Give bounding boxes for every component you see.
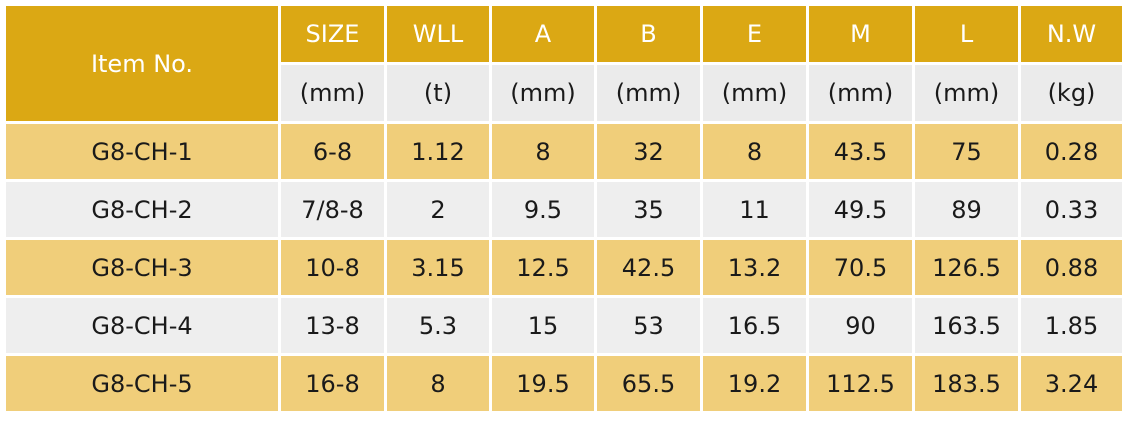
spec-table-container: Item No. SIZE WLL A B E M L N.W (mm) (t)… — [6, 6, 1122, 411]
wll-cell: 3.15 — [387, 240, 489, 295]
b-cell: 53 — [597, 298, 700, 353]
size-cell: 6-8 — [281, 124, 384, 179]
table-row: G8-CH-3 10-8 3.15 12.5 42.5 13.2 70.5 12… — [6, 240, 1122, 295]
nw-cell: 1.85 — [1021, 298, 1122, 353]
e-cell: 19.2 — [703, 356, 806, 411]
a-cell: 9.5 — [492, 182, 594, 237]
col-header-wll: WLL — [387, 6, 489, 62]
col-header-b: B — [597, 6, 700, 62]
nw-cell: 0.88 — [1021, 240, 1122, 295]
a-cell: 19.5 — [492, 356, 594, 411]
m-cell: 70.5 — [809, 240, 912, 295]
e-cell: 8 — [703, 124, 806, 179]
a-cell: 15 — [492, 298, 594, 353]
table-row: G8-CH-1 6-8 1.12 8 32 8 43.5 75 0.28 — [6, 124, 1122, 179]
col-header-a: A — [492, 6, 594, 62]
unit-b: (mm) — [597, 65, 700, 121]
col-header-size: SIZE — [281, 6, 384, 62]
table-row: G8-CH-2 7/8-8 2 9.5 35 11 49.5 89 0.33 — [6, 182, 1122, 237]
l-cell: 89 — [915, 182, 1018, 237]
spec-table: Item No. SIZE WLL A B E M L N.W (mm) (t)… — [3, 3, 1125, 414]
b-cell: 42.5 — [597, 240, 700, 295]
b-cell: 65.5 — [597, 356, 700, 411]
e-cell: 13.2 — [703, 240, 806, 295]
nw-cell: 0.28 — [1021, 124, 1122, 179]
wll-cell: 2 — [387, 182, 489, 237]
col-header-l: L — [915, 6, 1018, 62]
item-no-cell: G8-CH-3 — [6, 240, 278, 295]
table-row: G8-CH-5 16-8 8 19.5 65.5 19.2 112.5 183.… — [6, 356, 1122, 411]
item-no-cell: G8-CH-4 — [6, 298, 278, 353]
l-cell: 183.5 — [915, 356, 1018, 411]
item-no-header: Item No. — [6, 6, 278, 121]
l-cell: 163.5 — [915, 298, 1018, 353]
b-cell: 32 — [597, 124, 700, 179]
a-cell: 8 — [492, 124, 594, 179]
a-cell: 12.5 — [492, 240, 594, 295]
col-header-e: E — [703, 6, 806, 62]
col-header-m: M — [809, 6, 912, 62]
table-row: G8-CH-4 13-8 5.3 15 53 16.5 90 163.5 1.8… — [6, 298, 1122, 353]
unit-l: (mm) — [915, 65, 1018, 121]
col-header-nw: N.W — [1021, 6, 1122, 62]
size-cell: 7/8-8 — [281, 182, 384, 237]
nw-cell: 3.24 — [1021, 356, 1122, 411]
wll-cell: 5.3 — [387, 298, 489, 353]
wll-cell: 8 — [387, 356, 489, 411]
l-cell: 75 — [915, 124, 1018, 179]
size-cell: 13-8 — [281, 298, 384, 353]
l-cell: 126.5 — [915, 240, 1018, 295]
m-cell: 112.5 — [809, 356, 912, 411]
nw-cell: 0.33 — [1021, 182, 1122, 237]
item-no-cell: G8-CH-2 — [6, 182, 278, 237]
m-cell: 90 — [809, 298, 912, 353]
unit-nw: (kg) — [1021, 65, 1122, 121]
size-cell: 10-8 — [281, 240, 384, 295]
e-cell: 16.5 — [703, 298, 806, 353]
unit-e: (mm) — [703, 65, 806, 121]
e-cell: 11 — [703, 182, 806, 237]
unit-m: (mm) — [809, 65, 912, 121]
item-no-cell: G8-CH-1 — [6, 124, 278, 179]
header-row: Item No. SIZE WLL A B E M L N.W — [6, 6, 1122, 121]
unit-a: (mm) — [492, 65, 594, 121]
wll-cell: 1.12 — [387, 124, 489, 179]
b-cell: 35 — [597, 182, 700, 237]
size-cell: 16-8 — [281, 356, 384, 411]
unit-size: (mm) — [281, 65, 384, 121]
m-cell: 43.5 — [809, 124, 912, 179]
unit-wll: (t) — [387, 65, 489, 121]
m-cell: 49.5 — [809, 182, 912, 237]
unit-row: (mm) (t) (mm) (mm) (mm) (mm) (mm) (kg) — [6, 65, 1122, 121]
item-no-cell: G8-CH-5 — [6, 356, 278, 411]
